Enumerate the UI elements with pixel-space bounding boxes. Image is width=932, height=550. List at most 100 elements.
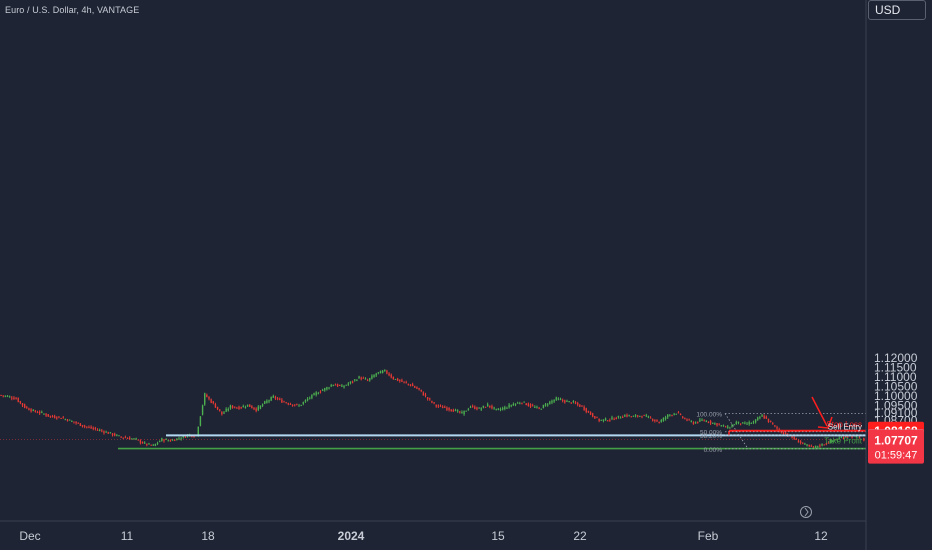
- candle-bull: [662, 417, 665, 422]
- candle-bull: [6, 395, 9, 398]
- candle-body: [484, 406, 487, 408]
- candle-bull: [321, 388, 324, 392]
- candle-bear: [75, 421, 77, 425]
- candle-bull: [664, 415, 667, 421]
- candle-body: [497, 408, 500, 410]
- candle-bear: [823, 444, 825, 446]
- candle-body: [171, 439, 174, 441]
- candle-bear: [403, 381, 405, 384]
- candle-bear: [630, 416, 632, 418]
- candle-bear: [126, 437, 129, 440]
- candle-body: [739, 423, 742, 425]
- candle-body: [799, 441, 802, 443]
- candle-bull: [555, 396, 557, 401]
- candle-body: [204, 393, 206, 405]
- candle-body: [467, 409, 470, 411]
- candle-body: [664, 417, 667, 419]
- candle-bear: [570, 402, 572, 404]
- candle-bull: [737, 421, 740, 425]
- candle-bear: [101, 428, 103, 433]
- candle-bull: [821, 443, 823, 447]
- candle-bear: [231, 405, 234, 409]
- candle-bear: [426, 397, 429, 401]
- candle-body: [628, 415, 630, 417]
- candle-body: [564, 400, 566, 403]
- candle-body: [810, 445, 813, 447]
- candle-bear: [671, 414, 673, 417]
- candle-bear: [255, 407, 257, 413]
- candle-bull: [298, 403, 300, 407]
- candle-body: [669, 414, 671, 416]
- candle-body: [219, 409, 221, 411]
- candle-bear: [339, 384, 341, 386]
- candle-bear: [607, 420, 609, 422]
- candle-bear: [688, 418, 690, 421]
- candle-body: [692, 422, 695, 425]
- candle-body: [709, 421, 712, 424]
- candle-body: [394, 378, 397, 380]
- candle-body: [649, 417, 652, 419]
- candle-bull: [559, 397, 562, 401]
- candle-body: [234, 406, 236, 408]
- candle-bear: [362, 376, 365, 379]
- candle-body: [174, 440, 176, 442]
- candle-body: [802, 442, 804, 444]
- candle-bear: [107, 431, 109, 434]
- candle-body: [51, 415, 54, 417]
- candle-body: [763, 415, 765, 419]
- candle-body: [542, 404, 545, 409]
- candle-bull: [467, 407, 470, 411]
- candle-body: [829, 439, 832, 442]
- candle-body: [336, 384, 339, 387]
- candle-bear: [240, 406, 242, 410]
- candle-bear: [795, 437, 798, 440]
- candle-body: [122, 437, 124, 439]
- candle-body: [536, 406, 538, 408]
- candle-body: [431, 401, 433, 403]
- candle-body: [411, 384, 414, 387]
- candle-bear: [15, 397, 17, 400]
- candle-body: [523, 401, 525, 403]
- candle-bull: [829, 438, 832, 444]
- candle-body: [729, 427, 731, 429]
- candle-bull: [116, 434, 118, 437]
- candle-body: [450, 409, 452, 411]
- currency-button[interactable]: USD: [868, 0, 926, 20]
- candle-bear: [637, 414, 639, 418]
- candle-body: [96, 429, 99, 431]
- candle-bear: [431, 400, 433, 404]
- candle-bear: [73, 421, 75, 424]
- candle-body: [821, 443, 823, 446]
- candle-body: [246, 404, 249, 407]
- candle-body: [58, 416, 60, 418]
- candle-bull: [495, 408, 497, 411]
- candle-bull: [516, 401, 519, 404]
- candle-bull: [313, 392, 315, 396]
- candle-bull: [118, 435, 120, 437]
- candle-body: [240, 407, 242, 409]
- candle-bear: [613, 417, 615, 421]
- candle-body: [508, 404, 510, 408]
- candle-bear: [772, 422, 774, 425]
- candle-body: [176, 438, 178, 441]
- candle-bull: [733, 423, 735, 426]
- candle-bear: [390, 373, 392, 379]
- candle-body: [823, 444, 825, 446]
- candle-body: [808, 445, 810, 447]
- candle-bear: [163, 438, 165, 443]
- candle-bear: [641, 415, 643, 419]
- candle-bear: [409, 384, 412, 387]
- candle-bull: [461, 410, 463, 414]
- candle-bull: [133, 438, 135, 440]
- candle-body: [754, 419, 757, 423]
- candle-body: [302, 401, 305, 404]
- candle-body: [782, 431, 785, 435]
- candle-bear: [825, 442, 828, 446]
- candle-body: [227, 408, 229, 411]
- candle-bear: [594, 416, 596, 419]
- current-price-tag-bg: [868, 429, 924, 464]
- candle-body: [150, 444, 152, 446]
- candle-body: [804, 443, 806, 445]
- candle-body: [156, 442, 159, 444]
